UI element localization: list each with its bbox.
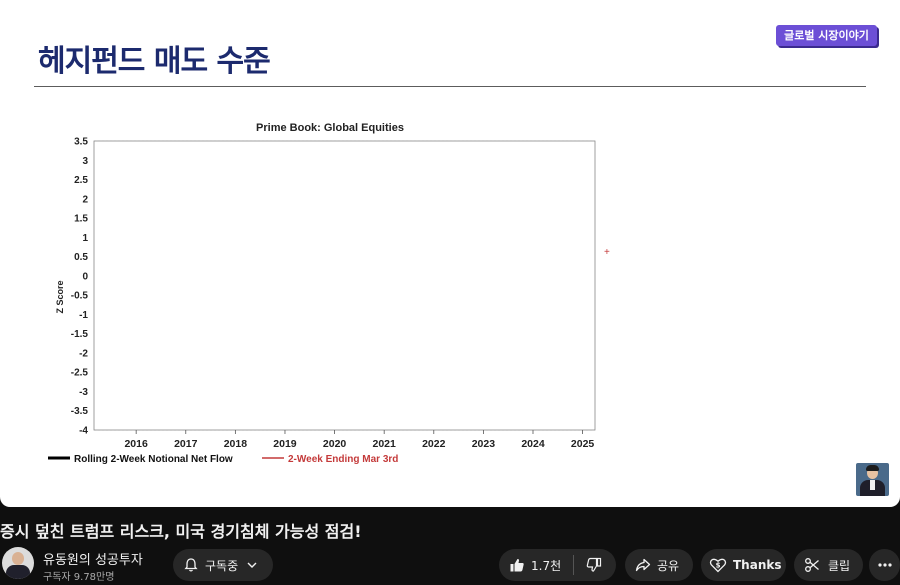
channel-avatar[interactable] [2,547,34,579]
slide-title: 헤지펀드 매도 수준 [38,44,271,79]
x-tick-label: 2016 [124,438,148,450]
bell-icon [184,558,198,572]
channel-name[interactable]: 유동원의 성공투자 [43,553,143,568]
y-tick-label: 2.5 [74,175,88,186]
presenter-thumbnail [856,463,889,496]
more-button[interactable] [869,549,900,581]
share-arrow-icon [635,558,651,572]
chart-axes [93,140,596,434]
title-divider [34,86,866,87]
chart-legend: Rolling 2-Week Notional Net Flow 2-Week … [48,454,398,465]
y-tick-label: 1.5 [74,214,88,225]
like-dislike-group: 1.7천 [499,549,616,581]
channel-badge: 글로벌 시장이야기 [776,25,877,46]
plus-marker: + [604,247,610,258]
y-tick-label: 3 [82,156,88,167]
like-button[interactable]: 1.7천 [499,549,573,581]
y-tick-label: -1.5 [71,329,89,340]
y-tick-label: -0.5 [71,291,89,302]
like-divider [573,555,574,575]
z-score-bar-chart: Prime Book: Global Equities Z Score 3.53… [48,122,610,465]
video-frame[interactable]: 헤지펀드 매도 수준 글로벌 시장이야기 Prime Book: Global … [0,0,900,507]
chevron-down-icon [247,562,257,568]
x-tick-labels: 2016 2017 2018 2019 2020 2021 2022 2023 2024 2025 [124,438,594,450]
y-axis-label: Z Score [55,280,65,313]
thumbs-down-icon [586,557,602,572]
subscriber-count: 구독자 9.78만명 [43,572,115,583]
plot-frame [93,140,596,431]
x-tick-label: 2024 [521,438,545,450]
clip-label: 클립 [828,558,851,573]
share-button[interactable]: 공유 [625,549,693,581]
y-tick-label: 3.5 [74,137,88,148]
like-count: 1.7천 [531,558,562,573]
y-tick-label: -3.5 [71,406,89,417]
subscribe-label: 구독중 [205,558,239,573]
y-tick-label: -2 [79,348,88,359]
x-tick-label: 2021 [373,438,397,450]
clip-button[interactable]: 클립 [794,549,863,581]
x-tick-label: 2022 [422,438,446,450]
share-label: 공유 [657,558,680,573]
thanks-button[interactable]: $ Thanks [701,549,786,581]
y-tick-label: -1 [79,310,88,321]
y-tick-label: 0.5 [74,252,88,263]
x-tick-label: 2025 [571,438,595,450]
x-tick-label: 2018 [224,438,248,450]
x-tick-label: 2023 [472,438,496,450]
x-tick-label: 2019 [273,438,297,450]
y-tick-label: -4 [79,426,88,437]
thanks-label: Thanks [733,558,782,572]
legend-label-reference: 2-Week Ending Mar 3rd [288,454,398,465]
scissors-icon [805,558,819,572]
y-tick-label: 1 [82,233,88,244]
x-tick-label: 2020 [323,438,347,450]
y-tick-labels: 3.5 3 2.5 2 1.5 1 0.5 0 -0.5 -1 -1.5 -2 -2.5 -3 -3.5 -4 [71,137,89,437]
legend-label-net-flow: Rolling 2-Week Notional Net Flow [74,454,233,465]
y-tick-label: -2.5 [71,368,89,379]
subscribe-button[interactable]: 구독중 [173,549,273,581]
more-dots-icon [877,563,892,567]
heart-dollar-icon: $ [709,558,727,573]
chart-title: Prime Book: Global Equities [256,122,404,134]
y-tick-label: 0 [82,271,88,282]
svg-text:$: $ [716,562,721,570]
video-title: 증시 덮친 트럼프 리스크, 미국 경기침체 가능성 점검! [0,522,362,541]
dislike-button[interactable] [574,549,614,581]
thumbs-up-icon [510,558,524,572]
y-tick-label: -3 [79,387,88,398]
y-tick-label: 2 [82,194,88,205]
x-tick-label: 2017 [174,438,198,450]
